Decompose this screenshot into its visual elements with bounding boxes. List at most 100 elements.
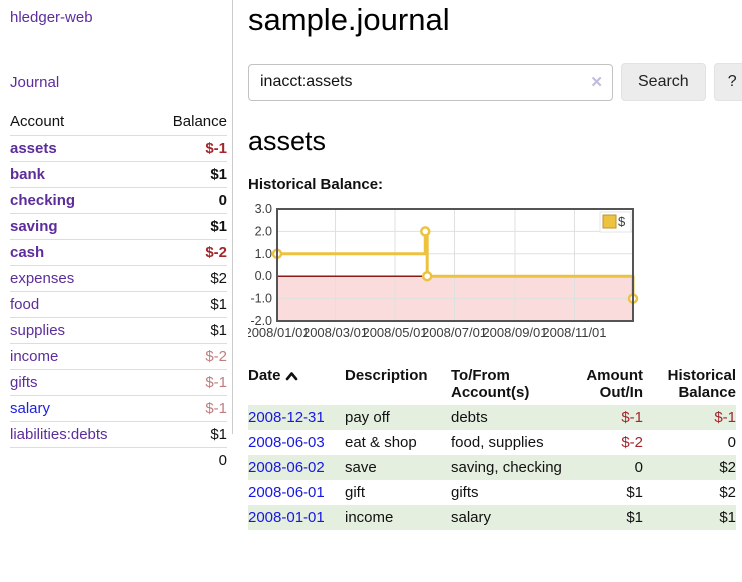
- account-balance: $-1: [205, 140, 227, 157]
- search-form: ✕ Search ?: [248, 63, 742, 101]
- description-cell: save: [345, 459, 377, 476]
- balance-cell: $1: [719, 509, 736, 526]
- date-link[interactable]: 2008-12-31: [248, 409, 325, 426]
- account-balance: $-1: [205, 374, 227, 391]
- x-tick-label: 2008/05/01: [362, 325, 427, 340]
- account-link[interactable]: bank: [10, 166, 46, 183]
- register-header-amount: Amount Out/In: [586, 367, 643, 401]
- amount-cell: $-2: [621, 434, 643, 451]
- balance-cell: $2: [719, 459, 736, 476]
- amount-cell: $-1: [621, 409, 643, 426]
- search-input[interactable]: [248, 63, 613, 101]
- register-table: Date Description To/From Account(s) Amou…: [248, 365, 736, 530]
- balance-chart: 3.0 2.0 1.0 0.0 -1.0 -2.0 2008/01/01 2008/03/01…: [248, 202, 742, 344]
- account-name-cell: food: [10, 292, 149, 318]
- chart-svg: 3.0 2.0 1.0 0.0 -1.0 -2.02008/01/012008/03/01…: [248, 202, 639, 340]
- register-header-row: Date Description To/From Account(s) Amou…: [248, 365, 736, 405]
- account-row: gifts $-1: [10, 369, 227, 396]
- account-balance: $1: [210, 296, 227, 313]
- register-header-date[interactable]: Date: [248, 365, 345, 405]
- account-row: checking 0: [10, 187, 227, 214]
- date-link[interactable]: 2008-01-01: [248, 509, 325, 526]
- app-title-link[interactable]: hledger-web: [10, 9, 93, 26]
- accounts-cell: saving, checking: [451, 459, 562, 476]
- amount-cell: 0: [634, 459, 643, 476]
- accounts-total-spacer: [10, 448, 149, 474]
- y-tick-label: 2.0: [255, 224, 272, 238]
- search-help-button[interactable]: ?: [713, 63, 742, 101]
- account-row: assets $-1: [10, 135, 227, 162]
- account-balance: $-2: [205, 348, 227, 365]
- account-name-cell: expenses: [10, 266, 149, 292]
- clear-search-icon[interactable]: ✕: [590, 73, 603, 91]
- date-link[interactable]: 2008-06-02: [248, 459, 325, 476]
- register-row: 2008-06-01 gift gifts $1 $2: [248, 480, 736, 505]
- account-link[interactable]: expenses: [10, 270, 75, 287]
- y-tick-label: 0.0: [255, 269, 272, 283]
- account-row: food $1: [10, 291, 227, 318]
- date-link[interactable]: 2008-06-03: [248, 434, 325, 451]
- register-header-description: Description: [345, 367, 428, 384]
- search-button[interactable]: Search: [621, 63, 706, 101]
- amount-cell: $1: [626, 509, 643, 526]
- amount-cell: $1: [626, 484, 643, 501]
- account-row: salary $-1: [10, 395, 227, 422]
- balance-cell: $2: [719, 484, 736, 501]
- account-link[interactable]: food: [10, 296, 40, 313]
- account-row: income $-2: [10, 343, 227, 370]
- account-link[interactable]: liabilities:debts: [10, 426, 108, 443]
- account-name-cell: checking: [10, 188, 149, 214]
- page-title: sample.journal: [248, 2, 450, 37]
- x-tick-label: 2008/03/01: [303, 325, 368, 340]
- date-cell: 2008-06-03: [248, 430, 345, 455]
- balance-cell: 0: [727, 434, 736, 451]
- account-balance: $2: [210, 270, 227, 287]
- account-link[interactable]: gifts: [10, 374, 38, 391]
- account-balance: 0: [218, 192, 227, 209]
- account-row: saving $1: [10, 213, 227, 240]
- accounts-table: Account Balance assets $-1 bank $1 checking 0…: [10, 109, 227, 473]
- description-cell: income: [345, 509, 394, 526]
- legend-label: $: [618, 214, 626, 229]
- accounts-table-body: assets $-1 bank $1 checking 0 saving $1 cash $-2 e…: [10, 135, 227, 448]
- balance-cell: $-1: [714, 409, 736, 426]
- account-name-cell: assets: [10, 136, 149, 162]
- account-link[interactable]: salary: [10, 400, 51, 417]
- account-name-cell: supplies: [10, 318, 149, 344]
- account-balance: $1: [210, 322, 227, 339]
- sidebar-item-journal[interactable]: Journal: [10, 74, 60, 91]
- x-tick-label: 2008/07/01: [422, 325, 487, 340]
- accounts-cell: gifts: [451, 484, 479, 501]
- account-balance: $-1: [205, 400, 227, 417]
- accounts-cell: food, supplies: [451, 434, 544, 451]
- description-cell: gift: [345, 484, 366, 501]
- account-link[interactable]: supplies: [10, 322, 66, 339]
- account-heading: assets: [248, 126, 327, 156]
- account-link[interactable]: saving: [10, 218, 58, 235]
- register-row: 2008-06-02 save saving, checking 0 $2: [248, 455, 736, 480]
- account-name-cell: liabilities:debts: [10, 422, 149, 448]
- sidebar: hledger-web Journal Account Balance asse…: [0, 0, 233, 469]
- date-link[interactable]: 2008-06-01: [248, 484, 325, 501]
- account-link[interactable]: checking: [10, 192, 76, 209]
- account-row: expenses $2: [10, 265, 227, 292]
- page: hledger-web Journal Account Balance asse…: [0, 0, 742, 530]
- main-content: sample.journal ✕ Search ? assets Histori…: [233, 0, 742, 530]
- account-name-cell: saving: [10, 214, 149, 240]
- x-tick-label: 2008/09/01: [482, 325, 547, 340]
- y-tick-label: -2.0: [250, 314, 272, 328]
- account-link[interactable]: assets: [10, 140, 57, 157]
- account-balance: $-2: [205, 244, 227, 261]
- y-tick-label: 1.0: [255, 247, 272, 261]
- register-header-accounts: To/From Account(s): [451, 367, 530, 401]
- account-link[interactable]: cash: [10, 244, 45, 261]
- account-name-cell: bank: [10, 162, 149, 188]
- date-cell: 2008-12-31: [248, 405, 345, 430]
- account-row: bank $1: [10, 161, 227, 188]
- account-name-cell: cash: [10, 240, 149, 266]
- account-link[interactable]: income: [10, 348, 59, 365]
- account-row: cash $-2: [10, 239, 227, 266]
- account-name-cell: gifts: [10, 370, 149, 396]
- account-balance: $1: [210, 218, 227, 235]
- x-tick-label: 2008/01/01: [248, 325, 310, 340]
